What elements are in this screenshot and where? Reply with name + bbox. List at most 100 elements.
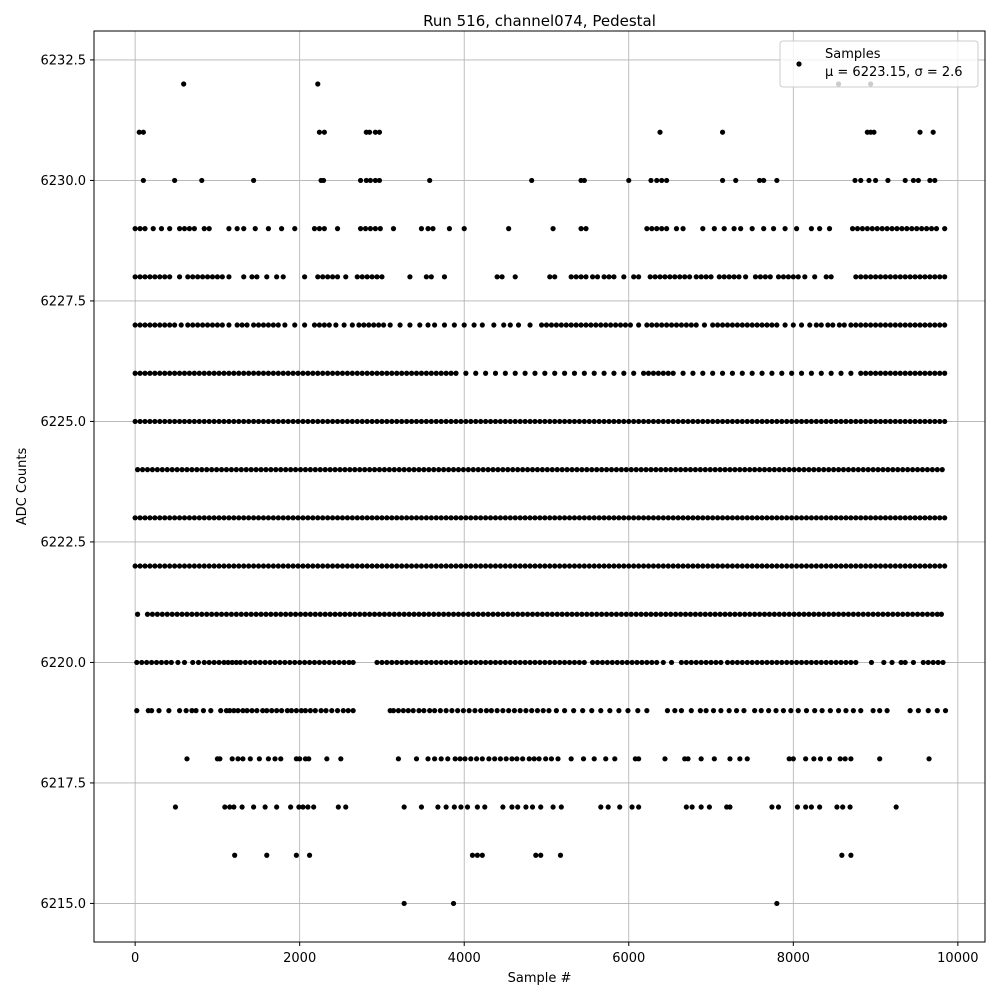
data-point: [830, 322, 836, 328]
data-point: [922, 515, 928, 521]
data-point: [341, 322, 347, 328]
data-point: [868, 418, 874, 425]
data-point: [697, 708, 703, 714]
data-point: [729, 563, 736, 569]
data-point: [631, 563, 637, 569]
data-point: [798, 563, 805, 569]
data-point: [181, 563, 188, 569]
data-point: [137, 563, 143, 569]
data-point: [413, 563, 420, 569]
data-point: [241, 226, 247, 232]
data-point: [779, 515, 785, 521]
data-point: [428, 563, 434, 569]
data-point: [625, 708, 631, 714]
data-point: [527, 659, 533, 666]
data-point: [798, 659, 805, 666]
data-point: [774, 659, 780, 666]
data-point: [700, 226, 706, 232]
data-point: [840, 611, 847, 617]
data-point: [557, 852, 564, 858]
data-point: [583, 274, 589, 280]
data-point: [515, 467, 521, 473]
data-point: [803, 756, 809, 762]
data-point: [759, 418, 765, 425]
data-point: [739, 659, 745, 666]
data-point: [443, 659, 449, 666]
data-point: [186, 418, 193, 425]
data-point: [428, 370, 434, 376]
data-point: [507, 515, 513, 521]
data-point: [196, 418, 202, 425]
data-point: [364, 418, 370, 425]
data-point: [305, 563, 311, 569]
data-point: [502, 418, 508, 425]
chart-title: Run 516, channel074, Pedestal: [423, 12, 656, 30]
data-point: [413, 659, 420, 666]
data-point: [242, 659, 248, 666]
data-point: [680, 515, 686, 521]
data-point: [848, 756, 854, 762]
data-point: [629, 659, 635, 666]
data-point: [179, 467, 185, 473]
data-point: [384, 563, 390, 569]
data-point: [557, 563, 563, 569]
data-point: [922, 418, 928, 425]
data-point: [902, 370, 908, 376]
data-point: [571, 515, 578, 521]
data-point: [181, 370, 188, 376]
data-point: [776, 611, 782, 617]
data-point: [445, 611, 452, 617]
data-point: [433, 515, 439, 521]
data-point: [713, 659, 719, 666]
data-point: [934, 708, 940, 714]
data-point: [359, 515, 365, 521]
data-point: [902, 177, 908, 184]
data-point: [907, 418, 913, 425]
data-point: [550, 804, 556, 810]
data-point: [441, 322, 448, 328]
data-point: [320, 418, 326, 425]
data-point: [710, 370, 716, 376]
data-point: [211, 515, 217, 521]
data-point: [455, 708, 461, 714]
data-point: [492, 563, 499, 569]
data-point: [586, 515, 592, 521]
data-point: [443, 370, 449, 376]
data-point: [895, 611, 901, 617]
data-point: [754, 322, 760, 328]
data-point: [532, 659, 538, 666]
data-point: [172, 370, 178, 376]
data-point: [384, 418, 390, 425]
data-point: [798, 515, 805, 521]
data-point: [784, 563, 790, 569]
x-tick-label: 8000: [777, 951, 810, 966]
data-point: [201, 370, 207, 376]
data-point: [927, 515, 933, 521]
data-point: [539, 611, 545, 617]
data-point: [312, 708, 318, 714]
data-point: [270, 563, 276, 569]
data-point: [599, 611, 605, 617]
data-point: [731, 274, 737, 280]
data-point: [897, 274, 903, 280]
data-point: [288, 708, 295, 714]
data-point: [898, 659, 904, 666]
data-point: [243, 467, 249, 473]
data-point: [673, 322, 680, 328]
data-point: [848, 515, 854, 521]
data-point: [833, 418, 839, 425]
data-point: [199, 274, 206, 280]
data-point: [307, 467, 313, 473]
data-point: [816, 467, 822, 473]
data-point: [782, 226, 788, 232]
data-point: [611, 274, 617, 280]
data-point: [718, 659, 724, 666]
data-point: [469, 852, 476, 858]
data-point: [821, 611, 827, 617]
data-point: [241, 370, 247, 376]
data-point: [376, 611, 383, 617]
data-point: [842, 756, 848, 762]
x-tick-label: 10000: [937, 951, 978, 966]
data-point: [277, 659, 283, 666]
